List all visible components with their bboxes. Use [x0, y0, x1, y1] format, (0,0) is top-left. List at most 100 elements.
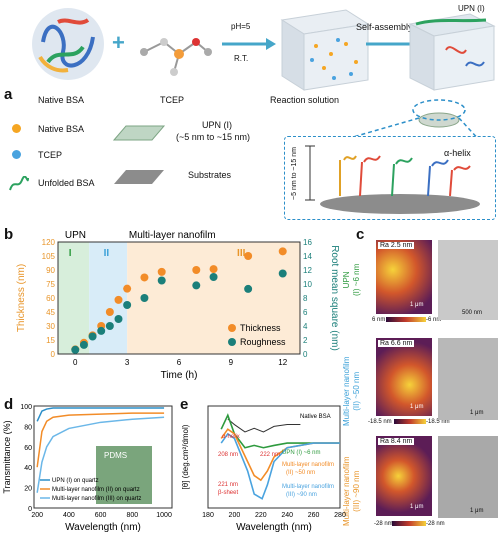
x-axis-label: Wavelength (nm)	[236, 522, 312, 533]
legend-text: Multi-layer nanofilm (III) on quartz	[52, 496, 141, 502]
colorbar-2	[394, 419, 426, 424]
plot-frame	[207, 405, 341, 509]
tem-scale-1: 500 nm	[462, 310, 483, 316]
ph-label: pH=5	[231, 22, 251, 31]
colorbar-1	[386, 317, 426, 322]
plot-frame	[57, 241, 301, 355]
thickness-point	[244, 252, 253, 260]
transmittance-chart: PDMS 0 20 40 60 80 100 200 400 600 800 1000 Waveleng…	[2, 404, 173, 533]
cd-curve	[227, 418, 301, 433]
transmittance-curve	[36, 416, 165, 493]
alpha-helix-label: α-helix	[222, 434, 240, 440]
roughness-point	[79, 340, 88, 349]
y-axis-label: Transmittance (%)	[2, 420, 12, 493]
plot-frame	[33, 405, 173, 509]
left-y-tick: 15	[46, 336, 55, 345]
panel-c: UPN (I) ~6 nm Ra 2.5 nm 1 μm 6 nm -6 nm …	[342, 238, 500, 537]
left-y-tick: 60	[46, 294, 55, 303]
x-tick: 3	[125, 358, 130, 367]
afm-image-3	[376, 436, 432, 516]
legend-substrates: Substrates	[188, 170, 232, 180]
upn-tag: UPN (I)	[458, 4, 485, 13]
ra-label-2: Ra 6.6 nm	[378, 340, 415, 347]
left-y-tick: 0	[51, 350, 56, 359]
roughness-point	[71, 345, 80, 354]
right-y-tick: 6	[303, 308, 308, 317]
left-y-tick: 75	[46, 280, 55, 289]
x-tick: 220	[255, 512, 267, 519]
transmittance-curve	[36, 412, 165, 468]
orange-dot-icon	[12, 124, 21, 133]
x-tick: 400	[63, 512, 75, 519]
afm-scale-3: 1 μm	[410, 504, 424, 510]
thickness-point	[278, 247, 287, 256]
thickness-point	[123, 284, 132, 293]
upn-curve-label: UPN (I) ~6 nm	[282, 450, 321, 456]
left-y-tick: 45	[46, 308, 55, 317]
thickness-point	[209, 265, 218, 274]
native-bsa-image	[32, 8, 104, 80]
tem-scale-3: 1 μm	[470, 508, 484, 514]
multi2-label-a: Multi-layer nanofilm	[282, 462, 334, 468]
x-tick: 280	[334, 512, 346, 519]
colorbar-3-lo: -28 nm	[374, 521, 393, 527]
right-y-tick: 8	[303, 294, 308, 303]
roughness-point	[123, 301, 132, 309]
reaction-solution-caption: Reaction solution	[270, 95, 340, 105]
afm-scale-1: 1 μm	[410, 302, 424, 308]
right-y-tick: 2	[303, 336, 308, 345]
roughness-point	[278, 269, 287, 278]
panel-b-letter: b	[4, 226, 14, 243]
x-tick: 240	[281, 512, 293, 519]
colorbar-3-hi: -28 nm	[426, 521, 445, 527]
tem-image-2	[438, 338, 498, 420]
arrow-right-icon	[222, 38, 276, 50]
roughness-point	[105, 322, 114, 330]
y-axis-label: [θ] (deg.cm²/dmol)	[181, 424, 190, 489]
x-axis-label: Wavelength (nm)	[65, 522, 141, 533]
nm222-label: 222 nm	[260, 452, 280, 458]
roughness-point	[209, 273, 218, 281]
native-bsa-caption: Native BSA	[38, 95, 85, 105]
afm-scale-2: 1 μm	[410, 404, 424, 410]
region-iii-label: III	[237, 248, 246, 259]
reaction-solution-cube	[280, 9, 370, 91]
left-y-axis-label: Thickness (nm)	[16, 264, 27, 332]
roughness-point	[97, 326, 106, 335]
tem-scale-2: 1 μm	[470, 410, 484, 416]
beta-sheet-label: β-sheet	[218, 490, 238, 496]
legend-upn: UPN (I)	[202, 120, 232, 130]
pdms-photo	[96, 446, 152, 504]
roughness-point	[157, 276, 166, 285]
self-assembly-label: Self-assembly	[356, 22, 413, 32]
panel-e-letter: e	[180, 396, 189, 413]
upn-region-title: UPN	[65, 230, 86, 241]
upn-sheet-icon	[112, 125, 166, 141]
y-tick: 40	[24, 465, 32, 472]
thickness-point	[114, 295, 123, 304]
x-tick: 800	[127, 512, 139, 519]
legend-upn-range: (~5 nm to ~15 nm)	[176, 132, 251, 142]
x-tick: 0	[73, 358, 78, 367]
multilayer-region-title: Multi-layer nanofilm	[129, 230, 216, 241]
x-tick: 600	[95, 512, 107, 519]
region-ii-label: II	[104, 248, 110, 259]
tcep-caption: TCEP	[160, 95, 185, 105]
x-tick: 180	[202, 512, 214, 519]
left-y-tick: 90	[46, 266, 55, 275]
legend-thickness-text: Thickness	[240, 323, 281, 333]
panel-d-letter: d	[4, 396, 14, 413]
right-y-tick: 16	[303, 238, 312, 247]
region-i-bg	[58, 242, 90, 354]
left-y-tick: 105	[42, 252, 56, 261]
y-tick: 20	[24, 486, 32, 493]
right-y-tick: 14	[303, 252, 312, 261]
native-bsa-label: Native BSA	[300, 414, 331, 420]
rt-label: R.T.	[234, 54, 249, 63]
ra-label-3: Ra 8.4 nm	[378, 438, 415, 445]
legend-text: Multi-layer nanofilm (II) on quartz	[52, 487, 140, 493]
inset-thickness-label: ~5 nm to ~15 nm	[290, 147, 298, 200]
multi2-label-b: (II) ~50 nm	[286, 470, 315, 476]
panel-a-letter: a	[4, 86, 13, 103]
